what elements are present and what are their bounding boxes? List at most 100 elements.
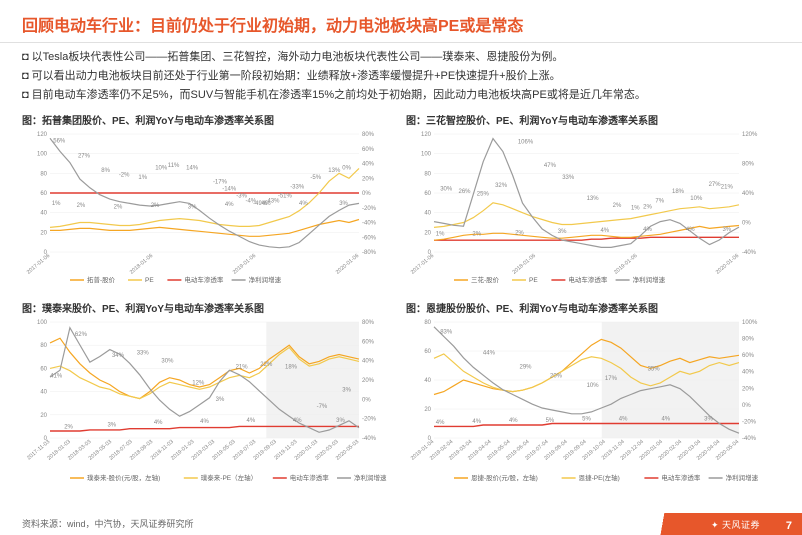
svg-text:27%: 27% [709,182,722,188]
svg-text:2017-01-06: 2017-01-06 [26,253,51,276]
svg-text:4%: 4% [293,418,302,424]
svg-text:27%: 27% [78,154,91,160]
svg-text:80%: 80% [742,337,755,343]
svg-text:30%: 30% [440,187,453,193]
svg-text:22%: 22% [260,362,273,368]
svg-text:2%: 2% [472,232,481,238]
bullet-1: ◘以Tesla板块代表性公司——拓普集团、三花智控，海外动力电池板块代表性公司—… [22,49,780,66]
svg-text:电动车渗透率: 电动车渗透率 [568,275,608,284]
svg-text:2%: 2% [613,203,622,209]
bullet-2: ◘可以看出动力电池板块目前还处于行业第一阶段初始期：业绩释放+渗透率缓慢提升+P… [22,68,780,85]
svg-text:4%: 4% [225,202,234,208]
svg-text:18%: 18% [285,365,298,371]
svg-text:29%: 29% [519,365,532,371]
svg-text:-17%: -17% [213,180,228,186]
svg-text:18%: 18% [672,189,685,195]
svg-text:20%: 20% [362,378,375,384]
svg-text:40%: 40% [742,191,755,197]
svg-text:100: 100 [37,320,48,326]
footer: 资料来源：wind，中汽协，天风证券研究所 ✦ 天风证券 7 [0,513,802,535]
svg-text:4%: 4% [472,419,481,425]
svg-text:17%: 17% [605,376,618,382]
svg-text:10%: 10% [690,196,703,202]
svg-text:-40%: -40% [362,221,377,227]
svg-text:100: 100 [421,152,432,158]
svg-text:璞泰来-PE（左轴）: 璞泰来-PE（左轴） [201,473,257,482]
svg-text:2019-01-06: 2019-01-06 [232,253,257,276]
svg-text:3%: 3% [558,229,567,235]
svg-text:34%: 34% [112,353,125,359]
svg-text:2018-01-06: 2018-01-06 [512,253,537,276]
svg-text:3%: 3% [336,418,345,424]
svg-text:21%: 21% [721,184,734,190]
svg-text:2%: 2% [515,230,524,236]
svg-text:璞泰来-股价(元/股，左轴): 璞泰来-股价(元/股，左轴) [87,473,160,482]
svg-text:-20%: -20% [362,417,377,423]
svg-text:40: 40 [40,211,47,217]
svg-text:56%: 56% [53,138,66,144]
svg-text:-33%: -33% [290,184,305,190]
svg-text:三花-股价: 三花-股价 [471,275,500,284]
svg-text:4%: 4% [509,418,518,424]
svg-text:13%: 13% [587,196,600,202]
svg-text:4%: 4% [619,417,628,423]
svg-text:40: 40 [40,390,47,396]
svg-text:PE: PE [529,277,538,284]
svg-text:20%: 20% [742,386,755,392]
chart-svg-holder: 020406080100120-40%0%40%80%120%2017-01-0… [406,128,780,288]
svg-text:-7%: -7% [317,404,328,410]
svg-text:13%: 13% [328,168,341,174]
svg-text:60%: 60% [742,353,755,359]
svg-text:2%: 2% [64,425,73,431]
svg-text:40%: 40% [742,370,755,376]
svg-text:-5%: -5% [310,175,321,181]
svg-text:2020-01-06: 2020-01-06 [335,253,360,276]
svg-text:-40%: -40% [362,436,377,442]
svg-text:80: 80 [40,343,47,349]
svg-text:44%: 44% [483,351,496,357]
svg-text:-20%: -20% [362,206,377,212]
svg-text:3%: 3% [107,423,116,429]
svg-text:2017-01-06: 2017-01-06 [410,253,435,276]
svg-text:80%: 80% [362,320,375,326]
svg-text:5%: 5% [546,418,555,424]
bullet-list: ◘以Tesla板块代表性公司——拓普集团、三花智控，海外动力电池板块代表性公司—… [0,43,802,110]
svg-text:净利润增速: 净利润增速 [726,473,759,482]
svg-text:11%: 11% [168,163,180,169]
svg-text:60: 60 [424,349,431,355]
svg-text:2019-01-06: 2019-01-06 [613,253,638,276]
svg-text:电动车渗透率: 电动车渗透率 [661,473,701,482]
svg-text:3%: 3% [339,201,348,207]
svg-text:106%: 106% [518,140,534,146]
svg-text:2%: 2% [114,204,123,210]
svg-text:1%: 1% [631,206,640,212]
svg-text:80: 80 [40,171,47,177]
svg-text:4%: 4% [200,419,209,425]
svg-text:3%: 3% [188,204,197,210]
svg-text:3%: 3% [216,397,225,403]
bullet-3: ◘目前电动车渗透率仍不足5%，而SUV与智能手机在渗透率15%之前均处于初始期，… [22,87,780,104]
svg-text:120: 120 [37,132,48,138]
svg-text:0%: 0% [362,397,371,403]
svg-text:2020-01-06: 2020-01-06 [715,253,740,276]
svg-text:60%: 60% [362,339,375,345]
chart-svg-holder: 020406080-40%-20%0%20%40%60%80%100%2019-… [406,316,780,486]
svg-text:4%: 4% [600,228,609,234]
svg-text:21%: 21% [236,365,249,371]
chart-title: 图：璞泰来股价、PE、利润YoY与电动车渗透率关系图 [22,300,396,315]
svg-text:10%: 10% [587,383,600,389]
svg-text:83%: 83% [440,330,453,336]
svg-text:47%: 47% [544,163,557,169]
svg-text:35%: 35% [648,367,661,373]
svg-text:20: 20 [424,230,431,236]
svg-text:60: 60 [424,191,431,197]
data-source: 资料来源：wind，中汽协，天风证券研究所 [22,517,194,530]
svg-text:3%: 3% [342,388,351,394]
svg-text:2%: 2% [151,203,160,209]
bullet-1-text: 以Tesla板块代表性公司——拓普集团、三花智控，海外动力电池板块代表性公司——… [32,51,564,63]
svg-text:60%: 60% [362,147,375,153]
svg-text:净利润增速: 净利润增速 [249,275,282,284]
svg-text:41%: 41% [50,374,63,380]
svg-text:20%: 20% [550,374,563,380]
bullet-3-text: 目前电动车渗透率仍不足5%，而SUV与智能手机在渗透率15%之前均处于初始期，因… [32,89,646,101]
